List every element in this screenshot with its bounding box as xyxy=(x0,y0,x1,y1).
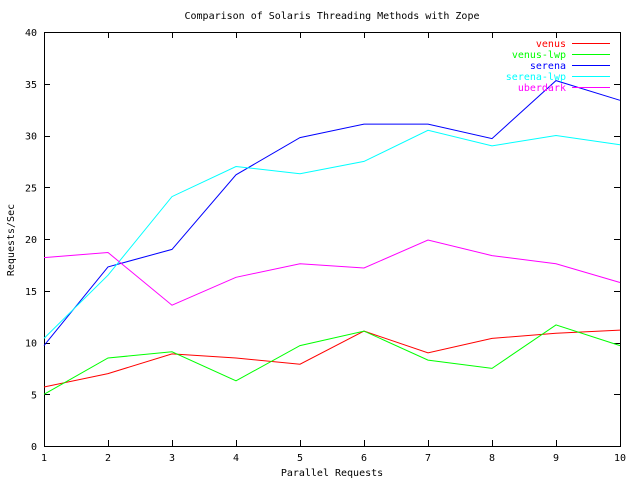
x-tick-label: 4 xyxy=(233,453,239,464)
x-tick-label: 2 xyxy=(105,453,111,464)
legend-label-serena: serena xyxy=(530,61,566,72)
plot-frame xyxy=(44,32,621,447)
y-tick-label: 10 xyxy=(25,339,37,350)
y-tick-label: 5 xyxy=(31,390,37,401)
legend-label-venus: venus xyxy=(536,39,566,50)
x-tick-label: 5 xyxy=(297,453,303,464)
y-tick-label: 40 xyxy=(25,28,37,39)
x-tick-label: 10 xyxy=(614,453,626,464)
x-tick-label: 3 xyxy=(169,453,175,464)
y-tick-label: 30 xyxy=(25,132,37,143)
x-tick-label: 9 xyxy=(553,453,559,464)
y-tick-label: 35 xyxy=(25,80,37,91)
y-axis-label: Requests/Sec xyxy=(6,204,17,276)
legend-label-uberdark: uberdark xyxy=(518,83,566,94)
x-tick-label: 7 xyxy=(425,453,431,464)
y-tick-label: 0 xyxy=(31,442,37,453)
series-line-venus xyxy=(43,329,621,388)
y-tick-label: 15 xyxy=(25,287,37,298)
chart-title: Comparison of Solaris Threading Methods … xyxy=(184,11,479,22)
x-axis-label: Parallel Requests xyxy=(281,468,383,479)
y-tick-label: 25 xyxy=(25,183,37,194)
legend-label-serena-lwp: serena-lwp xyxy=(506,72,566,83)
axis-ticks: 1 2 3 4 5 6 7 8 9 10 0 5 10 15 20 25 30 35 40 xyxy=(25,28,626,464)
x-tick-label: 8 xyxy=(489,453,495,464)
x-tick-label: 1 xyxy=(41,453,47,464)
series-lines xyxy=(43,80,621,395)
series-line-serena-lwp xyxy=(43,129,621,339)
y-tick-label: 20 xyxy=(25,235,37,246)
series-line-venus-lwp xyxy=(43,324,621,395)
x-tick-label: 6 xyxy=(361,453,367,464)
legend-label-venus-lwp: venus-lwp xyxy=(512,50,566,61)
series-line-uberdark xyxy=(43,239,621,306)
series-line-serena xyxy=(43,80,621,346)
